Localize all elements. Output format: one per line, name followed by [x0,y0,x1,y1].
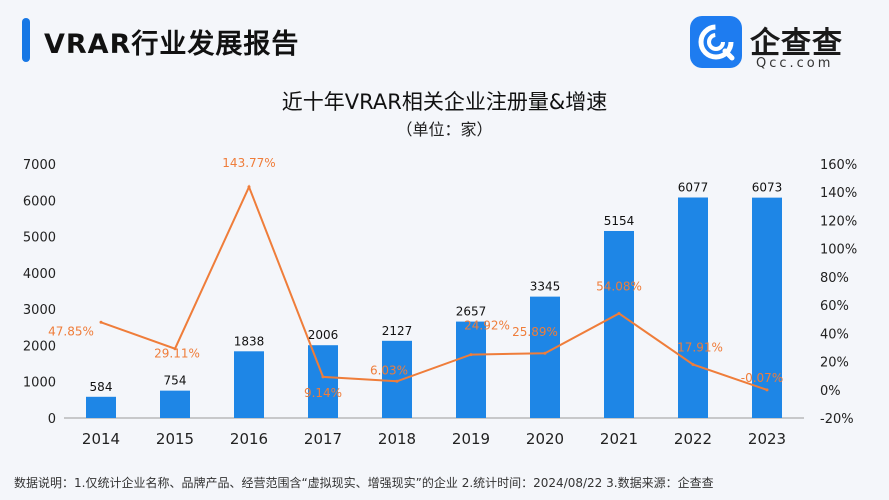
bar [382,340,412,418]
growth-data-label: 25.89% [512,325,558,339]
growth-data-label: 6.03% [370,363,408,377]
bar-data-label: 5154 [604,214,635,228]
growth-data-label: 143.77% [222,156,275,170]
bar [234,351,264,418]
y-left-tick-label: 6000 [23,194,56,209]
y-left-tick-label: 1000 [23,376,56,391]
bar [456,321,486,418]
y-right-tick-label: 60% [820,299,849,314]
chart-title: 近十年VRAR相关企业注册量&增速 [281,90,608,114]
y-right-tick-label: 120% [820,214,857,229]
y-left-tick-label: 3000 [23,303,56,318]
bar [604,230,634,418]
bar [678,197,708,418]
x-tick-label: 2016 [230,430,268,448]
growth-point [765,388,769,392]
y-left-tick-label: 2000 [23,339,56,354]
bar-data-label: 1838 [234,334,265,348]
y-right-tick-label: -20% [820,412,854,427]
y-left-tick-label: 0 [48,412,56,427]
x-tick-label: 2015 [156,430,194,448]
growth-data-label: 54.08% [596,279,642,293]
growth-point [543,351,547,355]
bar [86,396,116,418]
growth-point [99,320,103,324]
y-left-tick-label: 5000 [23,231,56,246]
y-right-tick-label: 140% [820,186,857,201]
bar-data-label: 6077 [678,180,709,194]
bar-data-label: 584 [90,380,113,394]
y-right-tick-label: 160% [820,158,857,173]
brand-logo: 企查查 Qcc.com [690,16,870,72]
bar [160,390,190,418]
x-tick-label: 2017 [304,430,342,448]
bar [752,197,782,418]
bar-data-label: 2657 [456,305,487,319]
growth-data-label: 29.11% [154,347,200,361]
growth-point [617,311,621,315]
y-right-tick-label: 80% [820,271,849,286]
chart-subtitle: （单位：家） [396,120,493,139]
bar-data-label: 6073 [752,181,783,195]
x-tick-label: 2023 [748,430,786,448]
bar [530,296,560,418]
x-tick-label: 2021 [600,430,638,448]
bar-data-label: 2127 [382,324,413,338]
y-right-tick-label: 0% [820,384,841,399]
x-tick-label: 2014 [82,430,120,448]
growth-data-label: -0.07% [741,371,783,385]
y-left-tick-label: 7000 [23,158,56,173]
bar-data-label: 2006 [308,328,339,342]
y-right-tick-label: 20% [820,356,849,371]
bar-data-label: 3345 [530,280,561,294]
combo-chart: 0 1000 2000 3000 4000 5000 6000 7000 -20% 0% 20% 40… [23,156,857,448]
title-accent-bar [22,18,30,62]
bar-data-label: 754 [164,374,187,388]
growth-point [469,353,473,357]
growth-point [691,363,695,367]
brand-domain: Qcc.com [756,56,834,71]
growth-data-label: 17.91% [677,341,723,355]
bar [308,345,338,418]
y-right-tick-label: 40% [820,327,849,342]
growth-point [173,347,177,351]
growth-data-label: 47.85% [48,324,94,338]
growth-point [247,185,251,189]
brand-name: 企查查 [750,26,843,61]
y-right-tick-label: 100% [820,243,857,258]
x-tick-label: 2022 [674,430,712,448]
growth-data-label: 9.14% [304,386,342,400]
qcc-logo-icon [690,16,742,68]
x-tick-label: 2018 [378,430,416,448]
growth-line [100,184,768,391]
data-footnote: 数据说明：1.仅统计企业名称、品牌产品、经营范围含“虚拟现实、增强现实”的企业 … [14,476,714,490]
growth-point [321,375,325,379]
x-tick-label: 2019 [452,430,490,448]
y-left-tick-label: 4000 [23,267,56,282]
growth-point [395,379,399,383]
report-title: VRAR行业发展报告 [44,29,300,60]
growth-data-label: 24.92% [464,319,510,333]
x-tick-label: 2020 [526,430,564,448]
